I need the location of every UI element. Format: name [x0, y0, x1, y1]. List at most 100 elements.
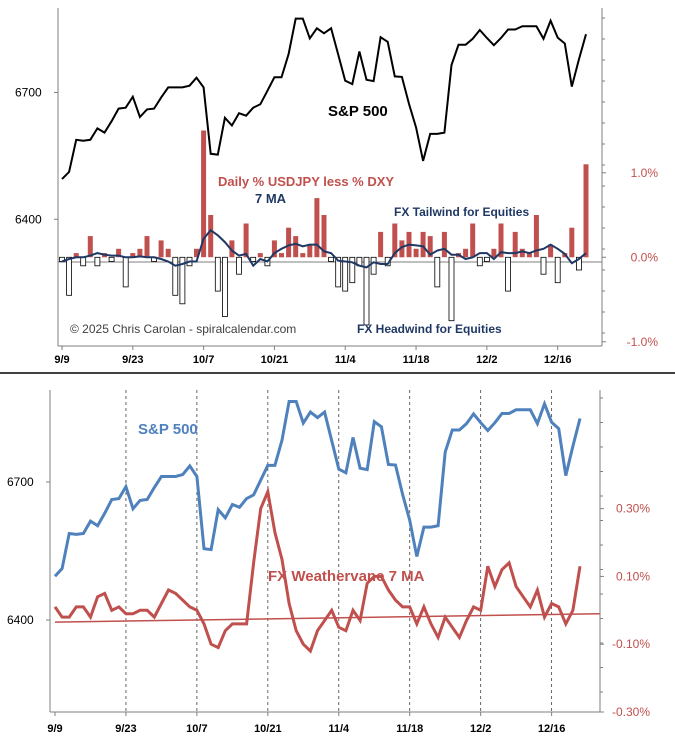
fx-bar — [314, 198, 320, 258]
fx-bar — [321, 215, 327, 258]
fx-bar — [194, 248, 199, 258]
fx-bar — [491, 248, 497, 258]
fx-bar — [583, 164, 589, 258]
fx-bar — [94, 256, 101, 267]
fx-bar — [73, 253, 79, 258]
fx-bar — [441, 231, 447, 258]
fx-bar — [448, 256, 455, 322]
fx-bar — [392, 223, 398, 258]
left-axis-label: 6400 — [15, 212, 42, 226]
fx-bar — [576, 256, 582, 271]
fx-bar — [434, 256, 441, 288]
fx-bar — [214, 256, 221, 292]
fx-bar — [463, 248, 469, 258]
x-tick-label: 12/2 — [476, 354, 497, 366]
x-tick-label: 12/2 — [470, 723, 491, 735]
fx-bar — [470, 223, 476, 258]
top-chart: 9/9 9/23 10/7 10/21 11/4 11/18 12/2 12/16 6700 64… — [15, 8, 658, 366]
fx-bar — [286, 227, 292, 258]
fx-bar — [243, 223, 249, 258]
spx-line-blue — [53, 399, 582, 578]
x-tick-label: 10/7 — [193, 354, 214, 366]
right-axis-label: 1.0% — [631, 166, 659, 180]
fx-bar — [66, 256, 72, 296]
x-tick-label: 11/18 — [396, 723, 423, 735]
fx-bar — [300, 253, 306, 258]
x-tick-label: 11/18 — [403, 354, 430, 366]
x-tick-label: 12/16 — [538, 723, 566, 735]
fx-bar — [179, 256, 186, 305]
right-axis-label: 0.10% — [616, 569, 650, 583]
top-axis-ticks: 9/9 9/23 10/7 10/21 11/4 11/18 12/2 12/16 6700 64… — [15, 17, 659, 366]
fx-bar — [144, 236, 150, 258]
fx-bar — [229, 240, 235, 258]
x-tick-label: 10/7 — [186, 723, 207, 735]
fx-bar — [519, 248, 525, 258]
fx-bar — [87, 236, 93, 258]
fx-bar — [108, 256, 115, 262]
fx-bar — [257, 253, 263, 258]
fx-bar — [130, 253, 136, 258]
spx-line-black — [61, 17, 587, 180]
fx-bar — [122, 256, 129, 288]
fx-bar — [363, 256, 370, 326]
fx-bar — [420, 231, 426, 258]
fx-bar — [413, 248, 419, 258]
x-tick-label: 9/23 — [122, 354, 143, 366]
x-tick-label: 9/9 — [54, 354, 69, 366]
fx-bar — [540, 256, 547, 275]
x-tick-label: 11/4 — [335, 354, 357, 366]
left-axis-label: 6400 — [7, 613, 34, 627]
top-spx-label: S&P 500 — [328, 103, 388, 120]
headwind-label: FX Headwind for Equities — [357, 322, 502, 336]
fx-bar — [569, 227, 575, 258]
left-axis-label: 6700 — [7, 475, 34, 489]
fx-bar — [116, 248, 122, 258]
fx-bar — [378, 231, 384, 258]
fx-bar — [80, 256, 87, 267]
bottom-chart: 9/9 9/23 10/7 10/21 11/4 11/18 12/2 12/16 6700 64… — [7, 390, 650, 735]
fx-bar-series — [59, 130, 589, 326]
fx-bar — [236, 256, 242, 275]
fx-bar — [498, 223, 504, 258]
fx-bar — [505, 256, 512, 292]
tailwind-label: FX Tailwind for Equities — [394, 205, 529, 219]
fx-bar — [250, 256, 257, 262]
x-tick-label: 12/16 — [544, 354, 572, 366]
fx-bar — [165, 248, 171, 258]
fx-bar — [307, 244, 313, 258]
fx-bar — [221, 256, 228, 317]
x-tick-label: 9/9 — [47, 723, 62, 735]
fx-bar — [483, 256, 490, 262]
x-tick-label: 11/4 — [328, 723, 350, 735]
ma-label: 7 MA — [255, 191, 287, 206]
fx-bar — [335, 256, 342, 288]
x-tick-label: 10/21 — [254, 723, 282, 735]
fx-bar — [476, 256, 483, 267]
fx-bar — [548, 244, 554, 258]
fx-bar — [208, 215, 214, 258]
fx-bar — [349, 256, 356, 284]
fx-bar — [554, 256, 561, 284]
fx-bar — [201, 130, 207, 258]
bottom-spx-label: S&P 500 — [138, 421, 198, 438]
right-axis-label: -0.30% — [612, 705, 650, 719]
right-axis-label: 0.30% — [616, 502, 650, 516]
weathervane-label: FX Weathervane 7 MA — [268, 568, 425, 585]
bottom-axis-ticks: 9/9 9/23 10/7 10/21 11/4 11/18 12/2 12/16 6700 64… — [7, 397, 650, 735]
fx-bar — [342, 256, 349, 292]
copyright-label: © 2025 Chris Carolan - spiralcalendar.co… — [70, 322, 296, 336]
right-axis-label: -1.0% — [627, 335, 659, 349]
fx-7ma-line — [61, 228, 587, 269]
fx-bar — [533, 215, 539, 258]
fx-bar — [512, 231, 518, 258]
fx-bar — [158, 240, 164, 258]
fx-bar — [399, 240, 405, 258]
x-tick-label: 9/23 — [115, 723, 136, 735]
date-gridlines — [125, 390, 553, 712]
fx-bar — [526, 253, 532, 258]
fx-bar — [172, 256, 179, 296]
fx-bar — [427, 236, 433, 258]
fx-bar — [370, 256, 377, 275]
